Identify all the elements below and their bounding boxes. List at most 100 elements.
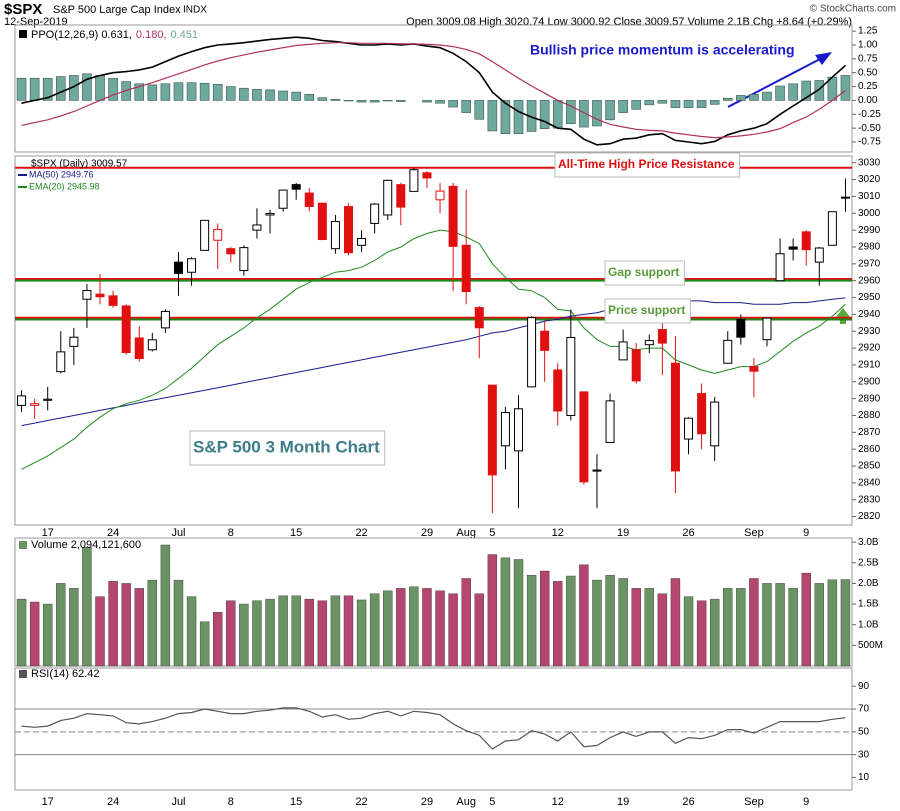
y-tick-label: 10: [858, 772, 870, 783]
volume-bar: [723, 588, 733, 667]
volume-bar: [605, 574, 615, 667]
panel-frame: [14, 537, 853, 667]
candle-body: [422, 172, 432, 179]
histogram-bar: [762, 91, 772, 101]
volume-bar: [644, 588, 654, 667]
y-tick-label: -0.25: [858, 109, 881, 120]
volume-bar: [278, 595, 288, 667]
histogram-bar: [147, 84, 158, 101]
candle-body: [657, 329, 667, 344]
y-tick-label: 2860: [858, 444, 881, 455]
histogram-bar: [566, 100, 576, 125]
x-tick-label: 17: [42, 527, 54, 539]
histogram-bar: [840, 75, 851, 101]
volume-bar: [56, 583, 66, 667]
legend-swatch: [19, 541, 27, 549]
candle-body: [592, 469, 602, 472]
histogram-bar: [579, 100, 589, 128]
annotation: All-Time High Price Resistance: [558, 157, 735, 171]
annotation: Price support: [608, 303, 685, 317]
candle-body: [200, 219, 210, 251]
histogram-bar: [422, 100, 432, 103]
candle-body: [30, 403, 40, 406]
candle-body: [291, 184, 301, 190]
volume-bar: [304, 598, 314, 667]
volume-bar: [670, 578, 681, 667]
y-tick-label: 2830: [858, 494, 881, 505]
annotation-box: [604, 260, 685, 286]
y-tick-label: 0.50: [858, 67, 878, 78]
volume-bar: [461, 578, 471, 667]
candle-body: [684, 417, 694, 440]
candle-body: [670, 362, 680, 472]
histogram-bar: [539, 100, 550, 130]
panel-frame: [14, 667, 853, 791]
candle-body: [448, 185, 458, 247]
volume-bar: [265, 598, 275, 667]
y-tick-label: 2950: [858, 292, 881, 303]
candle-body: [723, 339, 733, 364]
y-tick-label: 2930: [858, 326, 881, 337]
y-tick-label: -0.75: [858, 137, 881, 148]
volume-bar: [749, 578, 759, 667]
y-tick-label: 2880: [858, 410, 881, 421]
x-tick-label: Aug: [456, 796, 476, 808]
volume-bar: [474, 593, 484, 667]
candle-body: [95, 293, 105, 298]
y-tick-label: 2.5B: [858, 557, 879, 568]
histogram-bar: [814, 80, 825, 101]
histogram-bar: [709, 100, 720, 105]
date: 12-Sep-2019: [4, 16, 68, 28]
histogram-bar: [317, 97, 328, 101]
histogram-bar: [82, 73, 92, 101]
histogram-bar: [382, 100, 393, 102]
volume-bar: [801, 572, 811, 667]
volume-bar: [762, 583, 772, 667]
y-tick-label: 3000: [858, 208, 881, 219]
x-tick-label: 22: [355, 796, 367, 808]
histogram-bar: [278, 90, 288, 101]
volume-bar: [383, 590, 393, 667]
y-tick-label: 2870: [858, 427, 881, 438]
y-tick-label: 1.0B: [858, 619, 879, 630]
candle-body: [762, 317, 772, 341]
volume-bar: [631, 588, 641, 667]
legend-label: 0.451: [171, 29, 199, 41]
y-tick-label: 2990: [858, 225, 881, 236]
histogram-bar: [801, 80, 812, 101]
panel-frame: [14, 155, 853, 526]
histogram-bar: [55, 76, 66, 101]
histogram-bar: [435, 100, 445, 104]
x-tick-label: 9: [803, 796, 809, 808]
candle-body: [697, 393, 707, 435]
legend-label: EMA(20) 2945.98: [29, 181, 100, 191]
histogram-bar: [369, 100, 380, 103]
candle-body: [213, 228, 223, 241]
y-tick-label: 2960: [858, 275, 881, 286]
volume-bar: [683, 596, 694, 667]
histogram-bar: [657, 100, 668, 104]
histogram-bar: [29, 77, 40, 101]
candle-body: [775, 253, 785, 282]
volume-bar: [42, 603, 53, 667]
histogram-bar: [683, 100, 694, 108]
histogram-bar: [631, 100, 642, 110]
volume-bar: [108, 581, 118, 667]
candle-body: [330, 221, 340, 250]
volume-bar: [134, 588, 144, 667]
histogram-bar: [225, 86, 236, 101]
candle-body: [239, 247, 249, 272]
candle-body: [487, 384, 497, 476]
y-tick-label: 2910: [858, 360, 881, 371]
volume-bar: [396, 588, 406, 667]
volume-bar: [369, 593, 380, 667]
volume-bar: [82, 546, 92, 667]
panel-title: Volume 2,094,121,600: [31, 539, 141, 551]
x-tick-label: 5: [489, 527, 495, 539]
histogram-bar: [461, 100, 471, 113]
y-tick-label: 50: [858, 726, 870, 737]
volume-bar: [709, 598, 720, 667]
volume-bar: [409, 586, 419, 667]
histogram-bar: [134, 83, 145, 101]
